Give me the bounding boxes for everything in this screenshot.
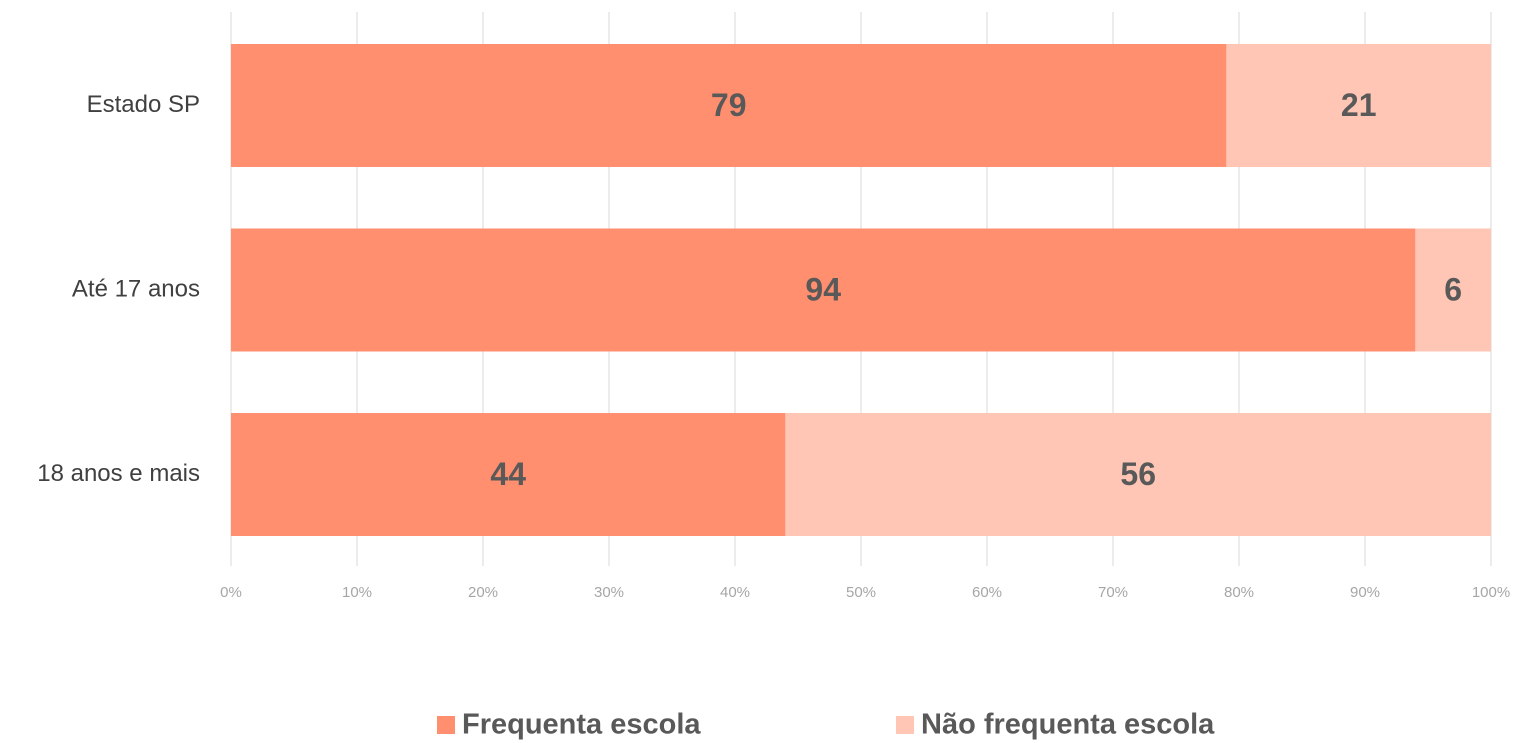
bar	[231, 44, 1227, 167]
y-tick-label: 18 anos e mais	[37, 460, 200, 487]
x-tick-label: 40%	[720, 584, 750, 601]
data-label: 94	[805, 271, 841, 307]
bar	[231, 413, 786, 536]
legend-label: Frequenta escola	[462, 709, 701, 741]
x-tick-label: 0%	[220, 584, 242, 601]
data-label: 44	[490, 456, 526, 492]
x-tick-label: 20%	[468, 584, 498, 601]
legend-label: Não frequenta escola	[921, 709, 1215, 741]
data-label: 21	[1341, 87, 1377, 123]
data-label: 56	[1120, 456, 1156, 492]
y-tick-label: Até 17 anos	[72, 275, 200, 302]
x-tick-label: 80%	[1224, 584, 1254, 601]
bar	[231, 228, 1416, 352]
x-tick-label: 60%	[972, 584, 1002, 601]
legend-swatch	[437, 716, 455, 734]
x-tick-label: 30%	[594, 584, 624, 601]
x-tick-label: 50%	[846, 584, 876, 601]
x-tick-label: 90%	[1350, 584, 1380, 601]
x-tick-label: 10%	[342, 584, 372, 601]
x-tick-label: 70%	[1098, 584, 1128, 601]
legend-swatch	[896, 716, 914, 734]
bar	[785, 413, 1491, 536]
bar	[1415, 228, 1491, 352]
bar	[1226, 44, 1491, 167]
y-tick-label: Estado SP	[87, 91, 200, 118]
x-tick-label: 100%	[1472, 584, 1510, 601]
data-label: 79	[711, 87, 747, 123]
data-label: 6	[1444, 271, 1462, 307]
